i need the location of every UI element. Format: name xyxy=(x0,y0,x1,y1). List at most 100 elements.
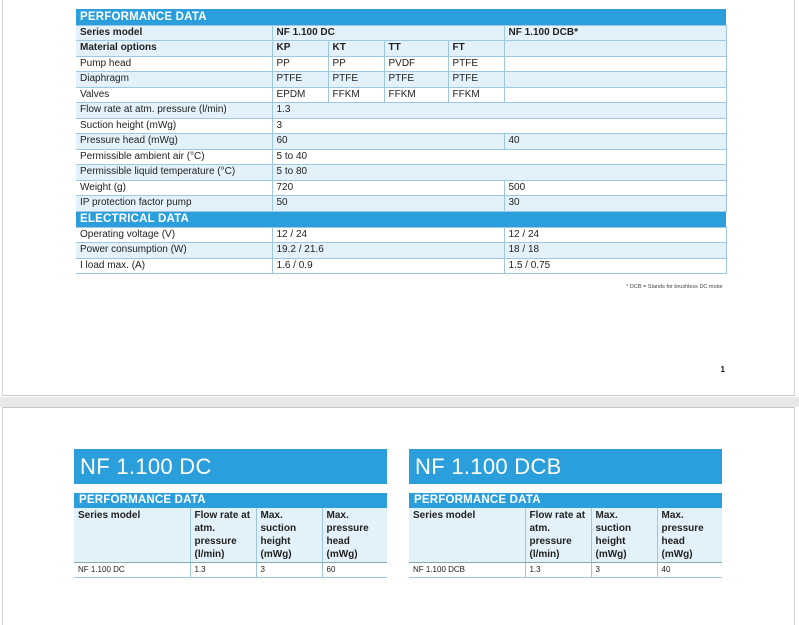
cell-value: 3 xyxy=(272,118,727,134)
cell-value: PTFE xyxy=(272,71,329,88)
page-number: 1 xyxy=(720,365,725,374)
row-label: IP protection factor pump xyxy=(76,195,273,212)
cell-value-dc: 19.2 / 21.6 xyxy=(272,242,505,259)
cell-value-dcb: 500 xyxy=(504,180,727,196)
row-label: Pressure head (mWg) xyxy=(76,133,273,150)
spec-table: PERFORMANCE DATA Series model NF 1.100 D… xyxy=(76,9,727,274)
header-cell: Max. pressure head (mWg) xyxy=(657,508,722,563)
cell-value: PVDF xyxy=(384,56,449,72)
table-row: Diaphragm PTFE PTFE PTFE PTFE xyxy=(76,71,727,88)
document-page-1: PERFORMANCE DATA Series model NF 1.100 D… xyxy=(2,0,795,396)
table-row: Suction height (mWg) 3 xyxy=(76,118,727,134)
cell-value: 60 xyxy=(322,562,387,578)
series-row: Series model NF 1.100 DC NF 1.100 DCB* xyxy=(76,25,727,41)
header-cell: Max. pressure head (mWg) xyxy=(322,508,387,563)
row-label: Power consumption (W) xyxy=(76,242,273,259)
cell-value: PP xyxy=(272,56,329,72)
empty-cell xyxy=(504,71,727,88)
table-row: Weight (g) 720 500 xyxy=(76,180,727,196)
table-row: NF 1.100 DC 1.3 3 60 xyxy=(74,562,387,578)
material-option: FT xyxy=(448,40,505,57)
cell-value: 1.3 xyxy=(272,102,727,119)
header-cell: Flow rate at atm. pressure (l/min) xyxy=(190,508,257,563)
cell-value-dc: 720 xyxy=(272,180,505,196)
cell-value: 3 xyxy=(256,562,323,578)
empty-cell xyxy=(504,87,727,103)
row-label: Diaphragm xyxy=(76,71,273,88)
cell-value-dcb: 18 / 18 xyxy=(504,242,727,259)
row-label: Flow rate at atm. pressure (l/min) xyxy=(76,102,273,119)
cell-value: PTFE xyxy=(328,71,385,88)
cell-value: 5 to 80 xyxy=(272,164,727,181)
product-title: NF 1.100 DC xyxy=(74,449,387,484)
row-label: Pump head xyxy=(76,56,273,72)
series-dcb: NF 1.100 DCB* xyxy=(504,25,727,41)
product-table: Series model Flow rate at atm. pressure … xyxy=(409,508,722,578)
cell-value: 1.3 xyxy=(525,562,592,578)
product-subtitle: PERFORMANCE DATA xyxy=(74,493,387,508)
product-block-dc: NF 1.100 DC PERFORMANCE DATA Series mode… xyxy=(74,449,387,578)
cell-value: 1.3 xyxy=(190,562,257,578)
table-row: Permissible liquid temperature (°C) 5 to… xyxy=(76,164,727,181)
table-row: Valves EPDM FFKM FFKM FFKM xyxy=(76,87,727,103)
header-cell: Flow rate at atm. pressure (l/min) xyxy=(525,508,592,563)
cell-value-dcb: 30 xyxy=(504,195,727,212)
cell-value: FFKM xyxy=(328,87,385,103)
cell-value: NF 1.100 DC xyxy=(74,562,191,578)
product-subtitle: PERFORMANCE DATA xyxy=(409,493,722,508)
cell-value-dc: 50 xyxy=(272,195,505,212)
product-block-dcb: NF 1.100 DCB PERFORMANCE DATA Series mod… xyxy=(409,449,722,578)
material-options-row: Material options KP KT TT FT xyxy=(76,40,727,57)
series-dc: NF 1.100 DC xyxy=(272,25,505,41)
table-row: Permissible ambient air (°C) 5 to 40 xyxy=(76,149,727,165)
table-row: Pressure head (mWg) 60 40 xyxy=(76,133,727,150)
cell-value: FFKM xyxy=(448,87,505,103)
cell-value: PP xyxy=(328,56,385,72)
cell-value-dcb: 1.5 / 0.75 xyxy=(504,258,727,274)
row-label: Valves xyxy=(76,87,273,103)
table-row: NF 1.100 DCB 1.3 3 40 xyxy=(409,562,722,578)
document-page-2: NF 1.100 DC PERFORMANCE DATA Series mode… xyxy=(2,407,795,625)
cell-value: FFKM xyxy=(384,87,449,103)
table-row: Pump head PP PP PVDF PTFE xyxy=(76,56,727,72)
product-table-header: Series model Flow rate at atm. pressure … xyxy=(74,508,387,563)
header-cell: Max. suction height (mWg) xyxy=(256,508,323,563)
header-cell: Max. suction height (mWg) xyxy=(591,508,658,563)
cell-value: NF 1.100 DCB xyxy=(409,562,526,578)
product-table-header: Series model Flow rate at atm. pressure … xyxy=(409,508,722,563)
header-cell: Series model xyxy=(74,508,191,563)
cell-value: PTFE xyxy=(384,71,449,88)
product-title: NF 1.100 DCB xyxy=(409,449,722,484)
row-label: I load max. (A) xyxy=(76,258,273,274)
material-label: Material options xyxy=(76,40,273,57)
header-cell: Series model xyxy=(409,508,526,563)
cell-value-dc: 12 / 24 xyxy=(272,227,505,243)
footnote: * DCB = Stands for brushless DC motor xyxy=(626,284,723,290)
row-label: Permissible liquid temperature (°C) xyxy=(76,164,273,181)
series-label: Series model xyxy=(76,25,273,41)
row-label: Permissible ambient air (°C) xyxy=(76,149,273,165)
cell-value: EPDM xyxy=(272,87,329,103)
row-label: Operating voltage (V) xyxy=(76,227,273,243)
material-option: TT xyxy=(384,40,449,57)
page-gap xyxy=(0,397,799,407)
electrical-title: ELECTRICAL DATA xyxy=(76,211,726,228)
empty-cell xyxy=(504,40,727,57)
material-option: KT xyxy=(328,40,385,57)
cell-value: PTFE xyxy=(448,56,505,72)
table-row: IP protection factor pump 50 30 xyxy=(76,195,727,212)
cell-value-dc: 60 xyxy=(272,133,505,150)
performance-section-header: PERFORMANCE DATA xyxy=(76,9,726,26)
table-row: Flow rate at atm. pressure (l/min) 1.3 xyxy=(76,102,727,119)
cell-value: 5 to 40 xyxy=(272,149,727,165)
material-option: KP xyxy=(272,40,329,57)
table-row: I load max. (A) 1.6 / 0.9 1.5 / 0.75 xyxy=(76,258,727,274)
performance-title: PERFORMANCE DATA xyxy=(76,9,726,26)
cell-value: PTFE xyxy=(448,71,505,88)
cell-value-dc: 1.6 / 0.9 xyxy=(272,258,505,274)
empty-cell xyxy=(504,56,727,72)
product-table: Series model Flow rate at atm. pressure … xyxy=(74,508,387,578)
cell-value-dcb: 12 / 24 xyxy=(504,227,727,243)
row-label: Suction height (mWg) xyxy=(76,118,273,134)
cell-value-dcb: 40 xyxy=(504,133,727,150)
